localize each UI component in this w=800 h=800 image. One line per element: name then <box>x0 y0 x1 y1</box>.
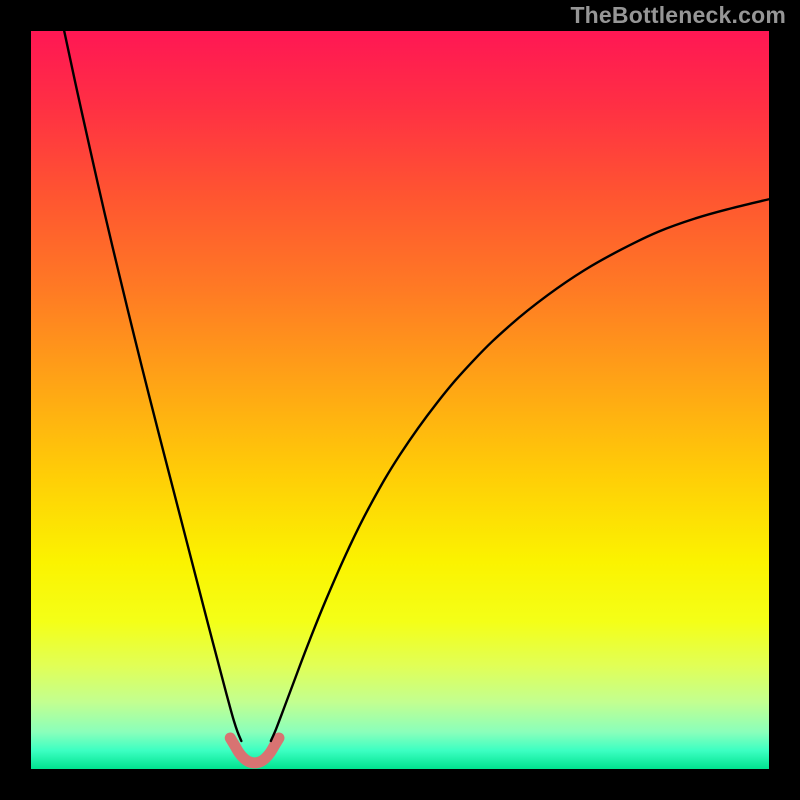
plot-background <box>31 31 769 769</box>
bottleneck-chart <box>0 0 800 800</box>
watermark-text: TheBottleneck.com <box>570 2 786 29</box>
chart-container: TheBottleneck.com <box>0 0 800 800</box>
